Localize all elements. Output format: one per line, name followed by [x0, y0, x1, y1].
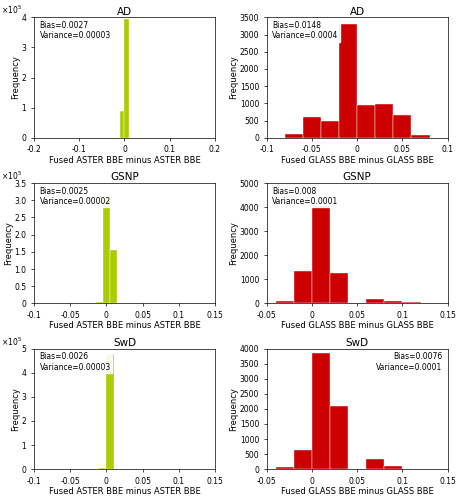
- Bar: [357, 105, 375, 138]
- Bar: [293, 271, 311, 304]
- Bar: [120, 110, 124, 138]
- Title: AD: AD: [349, 6, 364, 16]
- Text: Bias=0.008
Variance=0.0001: Bias=0.008 Variance=0.0001: [272, 186, 338, 206]
- Bar: [365, 458, 384, 469]
- Text: Bias=0.0148
Variance=0.0004: Bias=0.0148 Variance=0.0004: [272, 21, 338, 40]
- X-axis label: Fused GLASS BBE minus GLASS BBE: Fused GLASS BBE minus GLASS BBE: [280, 156, 433, 164]
- Bar: [95, 302, 102, 304]
- Bar: [320, 121, 338, 138]
- X-axis label: Fused ASTER BBE minus ASTER BBE: Fused ASTER BBE minus ASTER BBE: [49, 156, 200, 164]
- Bar: [275, 466, 293, 469]
- Bar: [124, 19, 129, 138]
- X-axis label: Fused GLASS BBE minus GLASS BBE: Fused GLASS BBE minus GLASS BBE: [280, 487, 433, 496]
- Title: GSNP: GSNP: [342, 172, 371, 182]
- Bar: [99, 468, 106, 469]
- Y-axis label: Frequency: Frequency: [4, 222, 13, 265]
- Y-axis label: Frequency: Frequency: [11, 387, 20, 431]
- Bar: [311, 354, 330, 469]
- Title: SwD: SwD: [345, 338, 368, 348]
- X-axis label: Fused ASTER BBE minus ASTER BBE: Fused ASTER BBE minus ASTER BBE: [49, 487, 200, 496]
- Text: Bias=0.0027
Variance=0.00003: Bias=0.0027 Variance=0.00003: [39, 21, 111, 40]
- Bar: [106, 354, 113, 469]
- Bar: [384, 301, 402, 304]
- Text: Bias=0.0025
Variance=0.00002: Bias=0.0025 Variance=0.00002: [39, 186, 110, 206]
- Text: Bias=0.0076
Variance=0.0001: Bias=0.0076 Variance=0.0001: [375, 352, 441, 372]
- X-axis label: Fused GLASS BBE minus GLASS BBE: Fused GLASS BBE minus GLASS BBE: [280, 322, 433, 330]
- Bar: [110, 250, 117, 304]
- Bar: [411, 134, 429, 138]
- X-axis label: Fused ASTER BBE minus ASTER BBE: Fused ASTER BBE minus ASTER BBE: [49, 322, 200, 330]
- Title: SwD: SwD: [113, 338, 136, 348]
- Y-axis label: Frequency: Frequency: [11, 56, 20, 100]
- Text: $\times 10^5$: $\times 10^5$: [1, 4, 22, 16]
- Y-axis label: Frequency: Frequency: [229, 222, 238, 265]
- Text: $\times 10^5$: $\times 10^5$: [1, 335, 22, 347]
- Bar: [330, 406, 347, 469]
- Bar: [375, 104, 392, 138]
- Text: Bias=0.0026
Variance=0.00003: Bias=0.0026 Variance=0.00003: [39, 352, 111, 372]
- Bar: [293, 450, 311, 469]
- Bar: [402, 302, 420, 304]
- Bar: [392, 116, 411, 138]
- Bar: [338, 24, 357, 138]
- Bar: [330, 272, 347, 304]
- Bar: [384, 466, 402, 469]
- Title: AD: AD: [117, 6, 132, 16]
- Bar: [365, 298, 384, 304]
- Y-axis label: Frequency: Frequency: [229, 56, 238, 100]
- Text: $\times 10^5$: $\times 10^5$: [1, 170, 22, 182]
- Title: GSNP: GSNP: [110, 172, 139, 182]
- Bar: [284, 134, 302, 138]
- Bar: [275, 302, 293, 304]
- Bar: [102, 195, 110, 304]
- Bar: [302, 117, 320, 138]
- Bar: [311, 206, 330, 304]
- Y-axis label: Frequency: Frequency: [229, 387, 238, 431]
